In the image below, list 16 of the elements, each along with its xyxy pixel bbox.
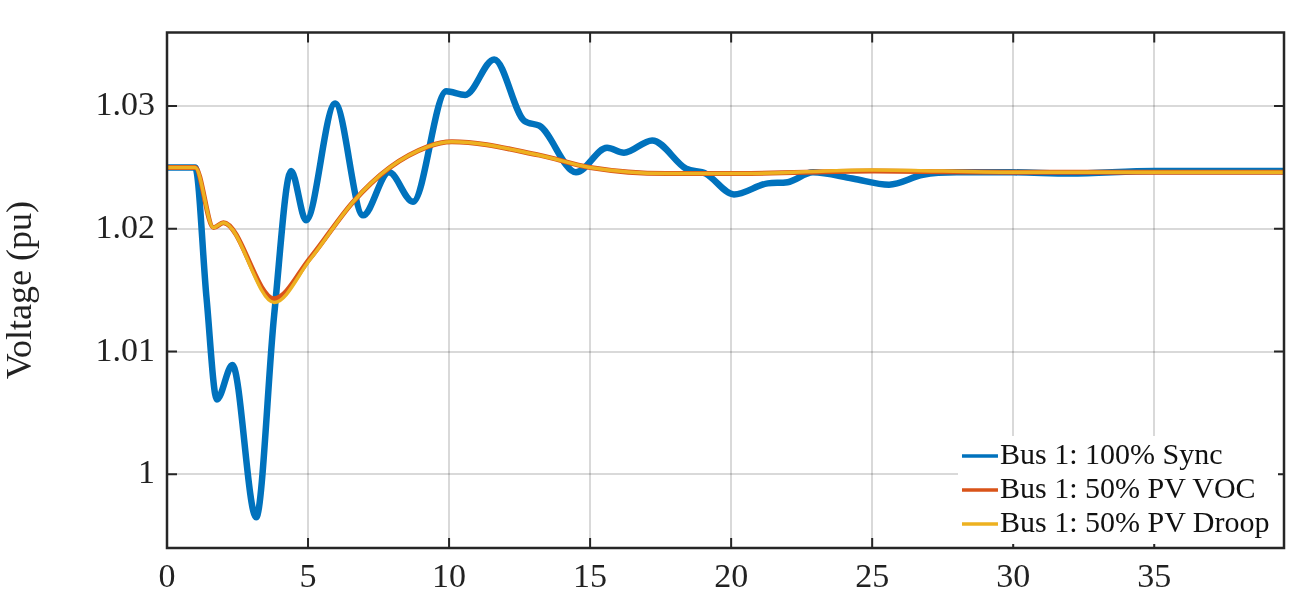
x-tick-label: 35: [1137, 557, 1172, 595]
y-tick-label: 1.01: [95, 330, 155, 368]
y-tick-label: 1: [138, 453, 155, 491]
x-tick-label: 20: [714, 557, 749, 595]
y-tick-label: 1.02: [95, 207, 155, 245]
x-tick-label: 15: [573, 557, 608, 595]
x-tick-label: 0: [158, 557, 176, 595]
legend-label: Bus 1: 100% Sync: [999, 436, 1223, 470]
y-tick-label: 1.03: [95, 84, 155, 122]
x-tick-label: 5: [299, 557, 317, 595]
legend-label: Bus 1: 50% PV VOC: [999, 470, 1256, 504]
y-axis-title: Voltage (pu): [0, 201, 40, 380]
x-tick-label: 30: [996, 557, 1031, 595]
legend-label: Bus 1: 50% PV Droop: [999, 504, 1270, 538]
x-tick-label: 10: [432, 557, 467, 595]
x-tick-label: 25: [855, 557, 890, 595]
